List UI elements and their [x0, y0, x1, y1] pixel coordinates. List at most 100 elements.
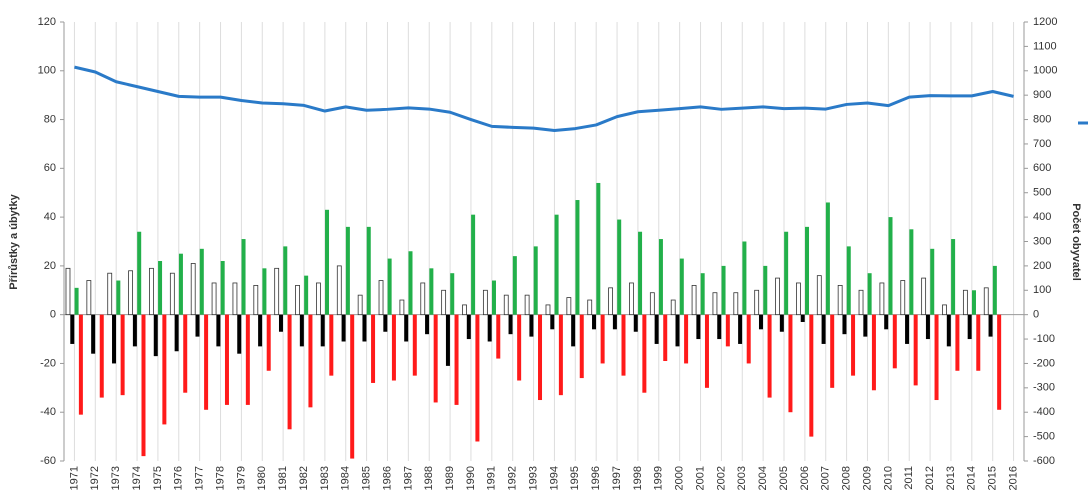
bar [78, 314, 83, 415]
bar [137, 231, 142, 315]
bar [371, 314, 376, 383]
bar [976, 314, 981, 371]
y2-tick-label: 600 [1033, 162, 1051, 174]
x-tick-label: 2004 [757, 466, 769, 490]
bar [738, 314, 743, 344]
bar [649, 292, 655, 316]
x-tick-label: 2006 [799, 466, 811, 490]
bar [696, 314, 701, 340]
bar [412, 314, 417, 376]
bar [454, 314, 459, 405]
bar [320, 314, 325, 347]
y2-tick-label: 1000 [1033, 65, 1057, 77]
bar [742, 241, 747, 315]
bar [691, 284, 697, 316]
bar [879, 282, 885, 316]
bar [512, 256, 517, 315]
y2-axis-title: Počet obyvatel [1070, 203, 1082, 281]
bar [758, 314, 763, 330]
bar [199, 248, 204, 315]
bar [983, 287, 989, 316]
bar [851, 314, 856, 376]
bar [830, 314, 835, 388]
bar [533, 246, 538, 315]
bar [241, 239, 246, 315]
bar [967, 314, 972, 340]
bar [399, 299, 405, 316]
bar [517, 314, 522, 381]
bar [867, 273, 872, 315]
bar [825, 202, 830, 315]
bar [858, 289, 864, 316]
bar [633, 314, 638, 332]
bar [608, 287, 613, 316]
bar [670, 299, 676, 316]
bar [74, 287, 79, 315]
y2-tick-label: 400 [1033, 211, 1051, 223]
bar [524, 294, 530, 316]
bar [508, 314, 513, 335]
x-tick-label: 1993 [527, 466, 539, 490]
bar [587, 299, 593, 316]
bar [91, 314, 96, 354]
x-tick-label: 1978 [214, 466, 226, 490]
bar [162, 314, 167, 425]
x-tick-label: 2013 [945, 466, 957, 490]
y2-tick-label: 800 [1033, 113, 1051, 125]
bar [579, 314, 584, 379]
y-tick-label: 120 [38, 16, 56, 28]
bar [717, 314, 722, 340]
x-tick-label: 2014 [966, 466, 978, 490]
bar [788, 314, 793, 413]
y-tick-label: -40 [40, 406, 56, 418]
bar [712, 292, 718, 316]
bar [258, 314, 263, 347]
x-tick-label: 1997 [611, 466, 623, 490]
x-tick-label: 1972 [89, 466, 101, 490]
y2-tick-label: 900 [1033, 89, 1051, 101]
bar [299, 314, 304, 347]
bar [816, 275, 822, 316]
x-tick-label: 2015 [987, 466, 999, 490]
x-tick-label: 1998 [632, 466, 644, 490]
y-tick-label: 100 [38, 65, 56, 77]
x-tick-label: 2003 [736, 466, 748, 490]
y2-tick-label: -100 [1033, 333, 1055, 345]
bar [169, 272, 175, 316]
bar [658, 239, 663, 315]
x-tick-label: 1977 [194, 466, 206, 490]
y2-tick-label: -500 [1033, 431, 1055, 443]
bar [962, 289, 968, 316]
bar [992, 265, 997, 315]
bar [600, 314, 605, 364]
bar [971, 290, 976, 315]
x-tick-label: 1999 [653, 466, 665, 490]
bar [675, 314, 680, 347]
x-tick-label: 1996 [590, 466, 602, 490]
bar [383, 314, 388, 332]
bar [350, 314, 355, 459]
x-tick-label: 1984 [340, 466, 352, 490]
bar [204, 314, 209, 410]
bar [754, 289, 760, 316]
bar [195, 314, 200, 337]
bar [733, 292, 739, 316]
x-tick-label: 2011 [903, 466, 915, 490]
bar [391, 314, 396, 381]
x-tick-label: 1995 [569, 466, 581, 490]
x-tick-label: 1980 [256, 466, 268, 490]
x-tick-label: 1991 [486, 466, 498, 490]
bar [746, 314, 751, 364]
bar [216, 314, 221, 347]
bar [482, 289, 488, 316]
y2-tick-label: -200 [1033, 357, 1055, 369]
bar [545, 304, 551, 316]
bar [158, 261, 163, 315]
y-axis-title: Přírůstky a úbytky [8, 193, 20, 289]
bar [132, 314, 137, 347]
bar [642, 314, 647, 393]
bar [183, 314, 188, 393]
y-tick-label: 20 [44, 260, 56, 272]
bar [654, 314, 659, 344]
x-tick-label: 1989 [444, 466, 456, 490]
